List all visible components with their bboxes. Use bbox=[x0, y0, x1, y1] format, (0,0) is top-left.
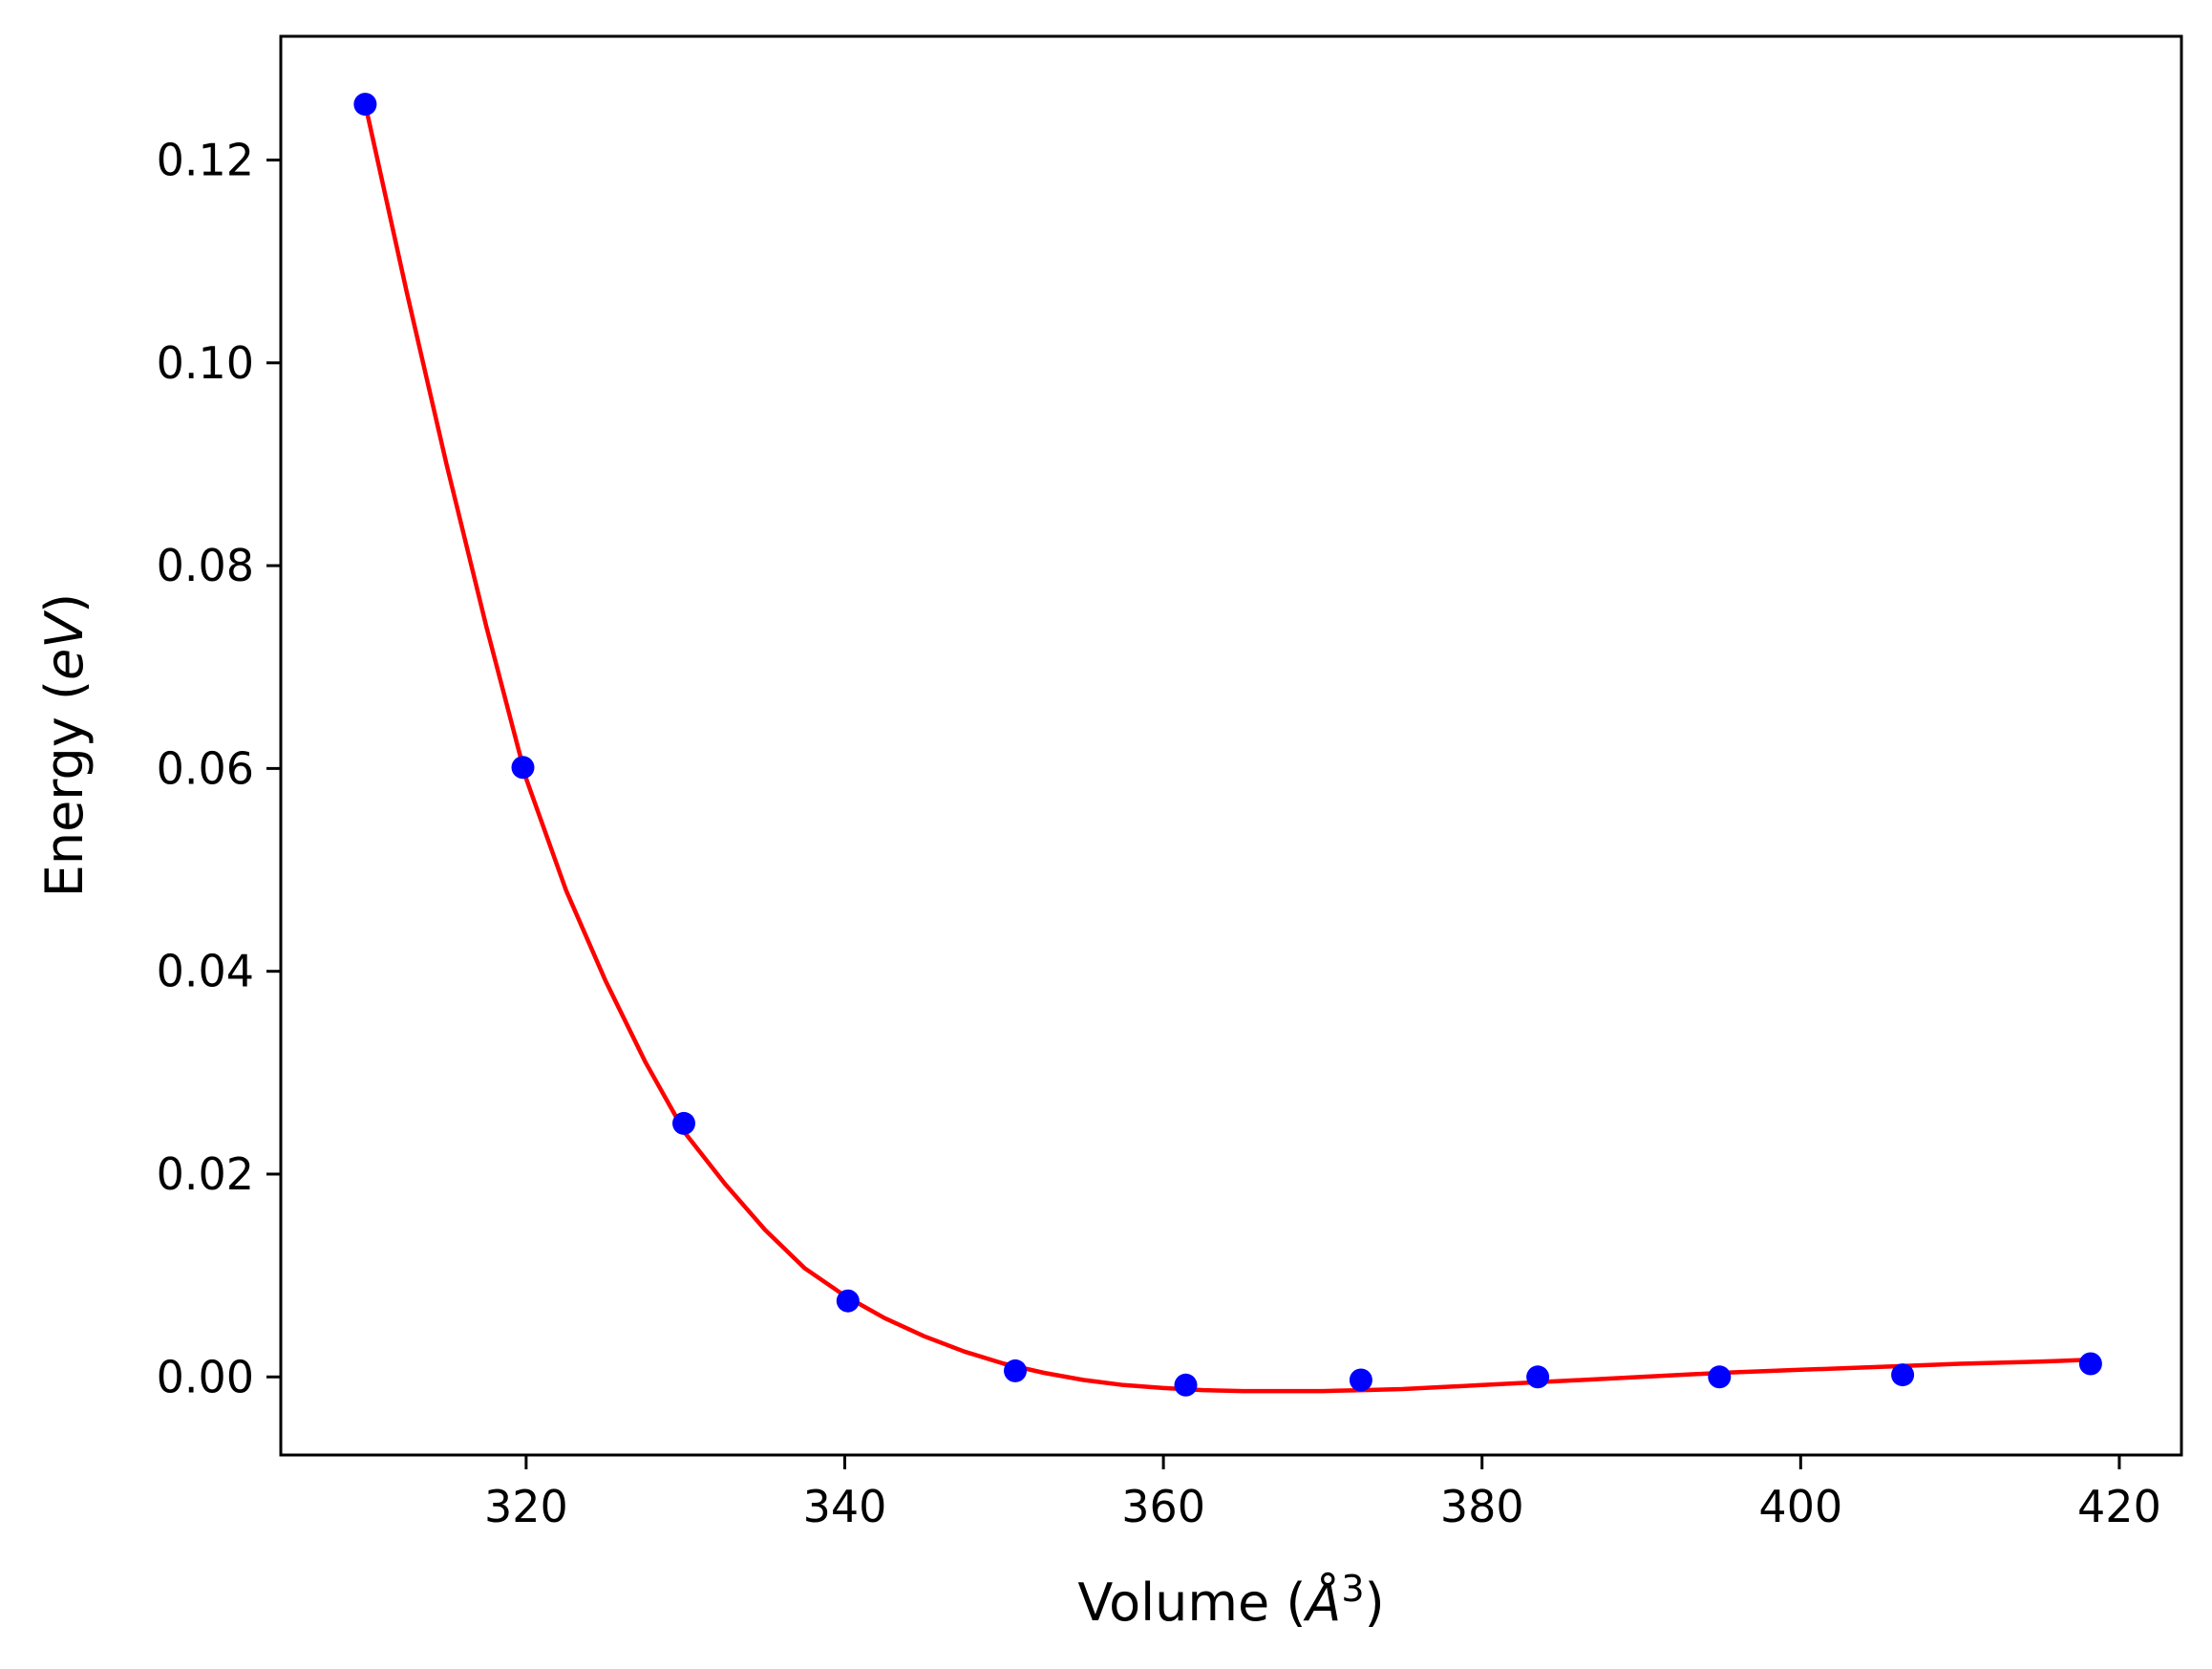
x-axis-label: Volume (Å3) bbox=[1077, 1568, 1384, 1633]
x-tick-label: 400 bbox=[1758, 1481, 1842, 1532]
x-tick-label: 420 bbox=[2077, 1481, 2161, 1532]
y-tick-label: 0.00 bbox=[157, 1351, 254, 1402]
plot-frame bbox=[279, 34, 2183, 1457]
x-tick-label: 340 bbox=[803, 1481, 887, 1532]
x-axis-ticks: 320 340 360 380 400 420 bbox=[484, 1455, 2161, 1532]
y-tick-label: 0.04 bbox=[157, 946, 254, 997]
data-point bbox=[1349, 1368, 1372, 1392]
y-tick-label: 0.02 bbox=[157, 1148, 254, 1200]
y-tick-label: 0.10 bbox=[157, 337, 254, 389]
data-point bbox=[1526, 1365, 1550, 1389]
y-axis-label: Energy (eV) bbox=[34, 593, 95, 898]
x-tick-label: 380 bbox=[1440, 1481, 1524, 1532]
data-point bbox=[511, 756, 535, 780]
x-tick-label: 320 bbox=[484, 1481, 568, 1532]
x-tick-label: 360 bbox=[1121, 1481, 1205, 1532]
data-point bbox=[1891, 1363, 1915, 1387]
data-point bbox=[836, 1289, 860, 1313]
y-axis-ticks: 0.00 0.02 0.04 0.06 0.08 0.10 0.12 bbox=[157, 134, 281, 1402]
plot-area bbox=[353, 93, 2102, 1397]
fit-curve bbox=[363, 101, 2094, 1394]
data-point bbox=[353, 93, 377, 117]
data-point bbox=[1708, 1365, 1732, 1389]
data-point bbox=[672, 1111, 695, 1135]
y-tick-label: 0.08 bbox=[157, 540, 254, 591]
y-tick-label: 0.12 bbox=[157, 134, 254, 185]
y-tick-label: 0.06 bbox=[157, 742, 254, 794]
data-point bbox=[1004, 1359, 1027, 1382]
data-point bbox=[1174, 1373, 1198, 1397]
data-point bbox=[2078, 1352, 2102, 1376]
